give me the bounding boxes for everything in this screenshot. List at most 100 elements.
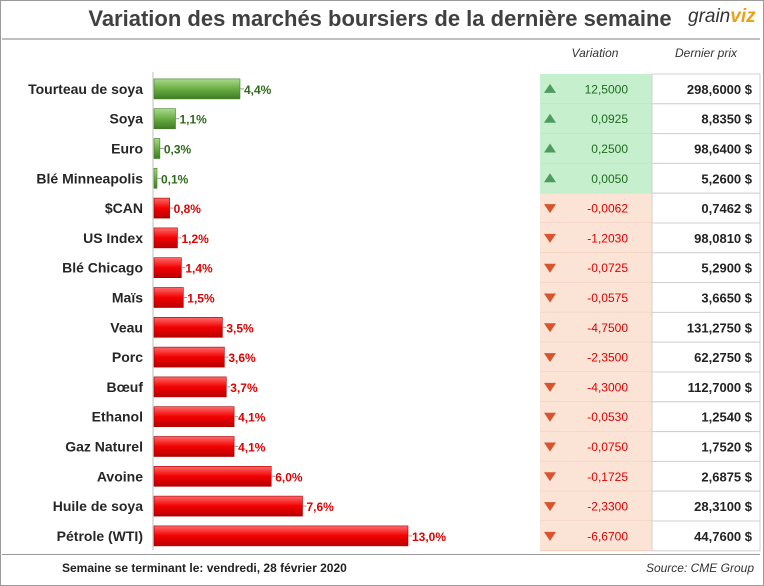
bar: [153, 108, 176, 129]
bar-value-label: 7,6%: [306, 500, 334, 514]
last-price-header: Dernier prix: [674, 46, 737, 60]
variation-value: 0,0925: [591, 112, 628, 126]
bar: [153, 406, 235, 428]
last-price-value: 98,0810 $: [694, 231, 753, 246]
variation-value: 0,0050: [591, 172, 628, 186]
bar-value-label: 4,1%: [238, 411, 266, 425]
variation-cell-bg: [540, 431, 652, 462]
down-arrow-icon: [544, 442, 556, 452]
variation-header: Variation: [571, 46, 619, 60]
variation-cell-bg: [540, 312, 652, 343]
category-label: Blé Chicago: [62, 260, 143, 276]
grainviz-logo: grainviz: [688, 6, 756, 28]
price-cell-bg: [651, 162, 761, 194]
up-arrow-icon: [544, 143, 556, 153]
bar: [153, 78, 241, 100]
last-price-value: 98,6400 $: [694, 142, 753, 157]
category-label: Gaz Naturel: [65, 439, 143, 455]
category-label: $CAN: [105, 200, 143, 216]
category-label: Tourteau de soya: [28, 81, 143, 97]
last-price-value: 62,2750 $: [694, 350, 753, 365]
last-price-value: 298,6000 $: [687, 82, 753, 97]
up-arrow-icon: [544, 113, 556, 123]
price-cell-bg: [651, 192, 761, 224]
bar-value-label: 3,6%: [228, 351, 256, 365]
category-label: Euro: [111, 141, 143, 157]
last-price-value: 8,8350 $: [701, 112, 752, 127]
category-label: Pétrole (WTI): [57, 528, 143, 544]
variation-value: -0,0725: [587, 261, 628, 275]
price-cell-bg: [651, 460, 761, 492]
bar-value-label: 13,0%: [412, 530, 446, 544]
variation-value: -6,6700: [587, 529, 628, 543]
logo-text-accent: viz: [730, 6, 756, 27]
down-arrow-icon: [544, 531, 556, 541]
category-label: US Index: [83, 230, 143, 246]
variation-cell-bg: [540, 74, 652, 104]
variation-value: 12,5000: [585, 82, 629, 96]
variation-value: -0,1725: [587, 470, 628, 484]
bar: [153, 525, 409, 547]
bar-value-label: 1,1%: [179, 113, 207, 127]
price-cell-bg: [651, 341, 761, 373]
price-cell-bg: [651, 133, 761, 164]
bar-value-label: 0,3%: [164, 143, 192, 157]
bar: [153, 168, 158, 189]
bar: [153, 287, 184, 308]
up-arrow-icon: [544, 173, 556, 183]
down-arrow-icon: [544, 204, 556, 214]
price-cell-bg: [651, 371, 761, 403]
price-cell-bg: [651, 311, 761, 343]
bar-value-label: 0,8%: [174, 202, 202, 216]
price-cell-bg: [651, 222, 761, 254]
down-arrow-icon: [544, 382, 556, 392]
bar: [153, 138, 161, 159]
bar-value-label: 4,4%: [244, 83, 272, 97]
bar-value-label: 1,5%: [187, 292, 215, 306]
last-price-value: 44,7600 $: [694, 529, 753, 544]
category-label: Bœuf: [106, 379, 143, 395]
category-label: Maïs: [112, 290, 143, 306]
down-arrow-icon: [544, 353, 556, 363]
bar: [153, 436, 235, 457]
bar: [153, 197, 170, 219]
down-arrow-icon: [544, 412, 556, 422]
last-price-value: 1,2540 $: [701, 410, 752, 425]
variation-value: -4,3000: [587, 380, 628, 394]
price-cell-bg: [651, 431, 761, 462]
last-price-value: 3,6650 $: [701, 291, 752, 306]
variation-value: -1,2030: [587, 231, 628, 245]
last-price-value: 112,7000 $: [688, 380, 753, 395]
price-cell-bg: [651, 520, 761, 552]
variation-cell-bg: [540, 163, 652, 194]
down-arrow-icon: [544, 293, 556, 303]
variation-value: -2,3300: [587, 500, 628, 514]
bar: [153, 346, 225, 368]
logo-text-main: grain: [688, 6, 731, 27]
footer-divider: [2, 554, 760, 555]
variation-value: -0,0062: [587, 202, 628, 216]
variation-cell-bg: [540, 103, 652, 134]
category-label: Avoine: [97, 468, 143, 484]
variation-cell-bg: [540, 133, 652, 164]
bar-value-label: 0,1%: [161, 172, 189, 186]
category-label: Huile de soya: [53, 498, 143, 514]
variation-value: -4,7500: [587, 321, 628, 335]
category-label: Blé Minneapolis: [36, 170, 143, 186]
last-price-value: 1,7520 $: [701, 440, 752, 455]
variation-value: -2,3500: [587, 351, 628, 365]
down-arrow-icon: [544, 323, 556, 333]
source-label: Source: CME Group: [645, 561, 754, 575]
bar-value-label: 1,4%: [185, 262, 213, 276]
last-price-value: 5,2900 $: [701, 261, 752, 276]
title-divider: [2, 38, 760, 40]
price-cell-bg: [651, 282, 761, 313]
variation-cell-bg: [540, 491, 652, 521]
price-cell-bg: [651, 401, 761, 433]
bar-value-label: 4,1%: [238, 441, 266, 455]
last-price-value: 5,2600 $: [701, 171, 752, 186]
variation-value: -0,0575: [587, 291, 628, 305]
category-label: Porc: [112, 349, 143, 365]
variation-value: 0,2500: [591, 142, 628, 156]
